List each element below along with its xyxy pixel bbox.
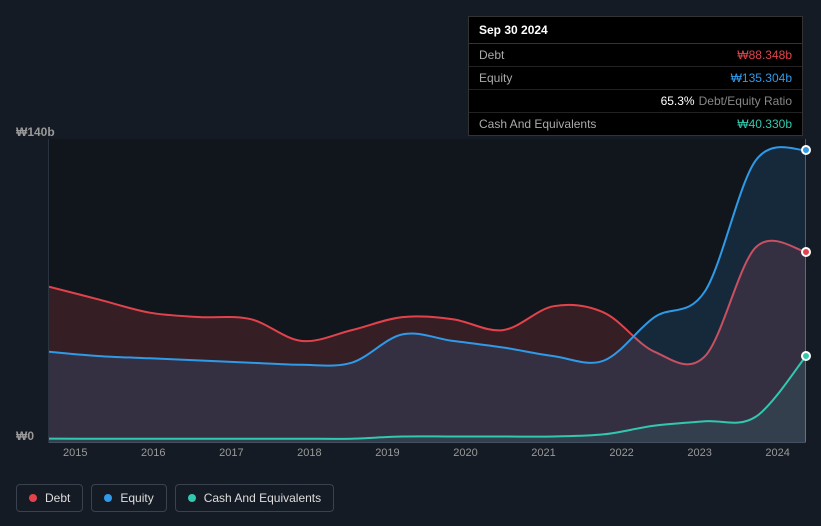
- tooltip-row-label: Debt: [479, 48, 737, 62]
- tooltip-date: Sep 30 2024: [469, 17, 802, 44]
- tooltip-row-label: Equity: [479, 71, 731, 85]
- y-axis-max-label: ₩140b: [16, 125, 55, 139]
- x-tick-label: 2024: [765, 447, 789, 459]
- tooltip-row: 65.3% Debt/Equity Ratio: [469, 90, 802, 113]
- chart-svg: [49, 139, 806, 443]
- legend-swatch: [29, 494, 37, 502]
- series-area-equity: [49, 147, 806, 443]
- tooltip-row-label: [479, 94, 661, 108]
- x-tick-label: 2020: [453, 447, 477, 459]
- tooltip-row: Debt₩88.348b: [469, 44, 802, 67]
- tooltip-row-value: 65.3%: [661, 94, 695, 108]
- tooltip-row-value: ₩135.304b: [731, 71, 792, 85]
- legend-label: Equity: [120, 491, 153, 505]
- x-tick-label: 2016: [141, 447, 165, 459]
- x-axis-ticks: 2015 2016 2017 2018 2019 2020 2021 2022 2023 2024: [48, 447, 805, 459]
- x-tick-label: 2019: [375, 447, 399, 459]
- plot-area[interactable]: [48, 139, 805, 443]
- chart-area: ₩140b ₩0 2015 2016 2017 2018 2019 2020 2021 202…: [16, 125, 805, 465]
- x-tick-label: 2023: [687, 447, 711, 459]
- legend-label: Debt: [45, 491, 70, 505]
- legend: Debt Equity Cash And Equivalents: [16, 484, 334, 512]
- tooltip-row-extra: Debt/Equity Ratio: [699, 94, 792, 108]
- legend-item-equity[interactable]: Equity: [91, 484, 166, 512]
- tooltip-row-value: ₩88.348b: [737, 48, 792, 62]
- tooltip-row: Equity₩135.304b: [469, 67, 802, 90]
- legend-swatch: [104, 494, 112, 502]
- legend-swatch: [188, 494, 196, 502]
- legend-item-debt[interactable]: Debt: [16, 484, 83, 512]
- x-tick-label: 2022: [609, 447, 633, 459]
- y-axis-min-label: ₩0: [16, 429, 34, 443]
- data-tooltip: Sep 30 2024 Debt₩88.348bEquity₩135.304b6…: [468, 16, 803, 136]
- series-end-marker-debt: [801, 247, 811, 257]
- series-end-marker-equity: [801, 145, 811, 155]
- x-tick-label: 2021: [531, 447, 555, 459]
- legend-item-cash-and-equivalents[interactable]: Cash And Equivalents: [175, 484, 334, 512]
- x-tick-label: 2018: [297, 447, 321, 459]
- tooltip-rows: Debt₩88.348bEquity₩135.304b65.3%Debt/Equ…: [469, 44, 802, 135]
- x-tick-label: 2017: [219, 447, 243, 459]
- cursor-line: [805, 139, 806, 442]
- legend-label: Cash And Equivalents: [204, 491, 321, 505]
- series-end-marker-cash-and-equivalents: [801, 351, 811, 361]
- x-tick-label: 2015: [63, 447, 87, 459]
